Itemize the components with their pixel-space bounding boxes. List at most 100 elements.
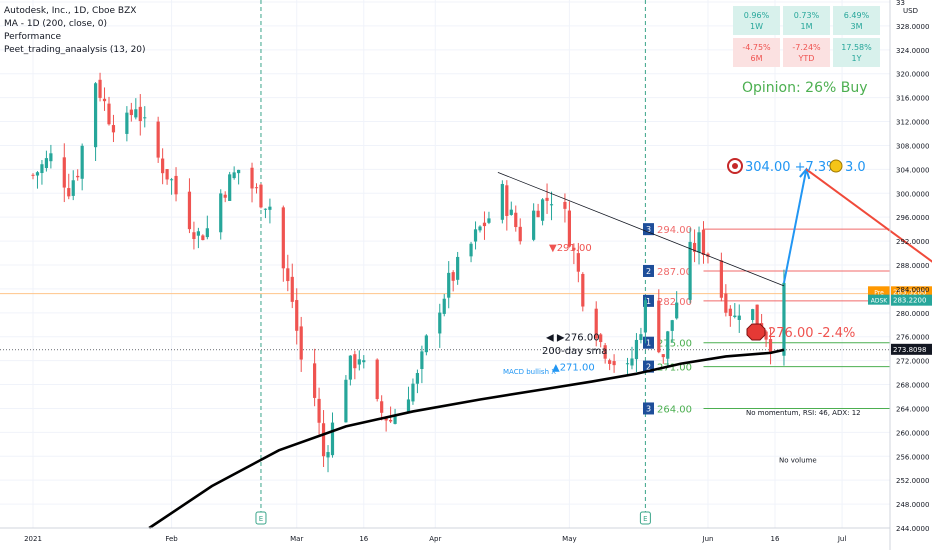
momentum-annotation: No momentum, RSI: 46, ADX: 12 (746, 409, 861, 417)
candle-body (442, 298, 446, 314)
candle-body (755, 304, 759, 324)
level-badge (643, 336, 654, 349)
candle-body (375, 359, 379, 400)
performance-period: 3M (850, 22, 863, 31)
candle-body (751, 309, 755, 321)
y-tick-label: 248.0000 (896, 501, 929, 509)
candle-body (666, 331, 670, 359)
candle-body (134, 109, 138, 118)
performance-period: 1M (800, 22, 813, 31)
level-badge-number: 3 (646, 225, 651, 234)
candle-body (719, 260, 723, 298)
performance-legend[interactable]: Performance (4, 32, 62, 42)
candle-body (201, 235, 205, 241)
candle-body (701, 229, 706, 255)
performance-period: 6M (750, 54, 763, 63)
symbol-legend[interactable]: Autodesk, Inc., 1D, Cboe BZX (4, 6, 137, 16)
candle-body (514, 212, 518, 228)
x-tick-label: 2021 (24, 535, 42, 543)
y-tick-label: 284.0000 (896, 286, 929, 294)
stop-icon (746, 323, 766, 341)
candle-body (415, 373, 420, 384)
candle-body (259, 184, 263, 208)
y-tick-label: 308.0000 (896, 142, 929, 150)
candle-body (268, 206, 272, 210)
price-tag-prefix: ADSK (871, 298, 889, 305)
candle-body (281, 207, 285, 269)
candle-body (62, 157, 66, 188)
x-tick-label: 16 (359, 535, 368, 543)
vertical-marker-layer: EEE (255, 0, 651, 525)
candle-body (107, 103, 111, 125)
price-tag-value: 283.2200 (893, 297, 926, 305)
candle-body (44, 158, 49, 169)
projection-down-arrow (805, 168, 932, 263)
candle-body (643, 300, 647, 333)
candle-body (228, 174, 232, 201)
candle-body (357, 359, 361, 365)
candle-body (138, 106, 142, 122)
candle-body (321, 423, 326, 457)
candle-body (196, 231, 200, 236)
candle-body (317, 398, 321, 423)
y-tick-label: 280.0000 (896, 310, 929, 318)
candle-body (505, 185, 509, 216)
level-badge-number: 1 (646, 297, 651, 306)
y-tick-label: 244.0000 (896, 525, 929, 533)
candle-body (420, 351, 424, 369)
candle-body (692, 242, 697, 252)
candle-body (389, 419, 393, 422)
price-tag-bg (891, 294, 932, 306)
y-tick-label: 296.0000 (896, 214, 929, 222)
y-tick-label: 264.0000 (896, 405, 929, 413)
candle-body (111, 125, 116, 133)
price-tag-bg (891, 343, 932, 355)
level-label: 282.00 (657, 297, 692, 308)
candle-body (76, 175, 80, 178)
level-label: 294.00 (657, 225, 692, 236)
target-up-annotation: 304.00 +7.3% (745, 160, 839, 175)
candle-body (608, 360, 612, 364)
earnings-badge-label: E (259, 515, 263, 523)
candle-body (161, 158, 165, 174)
resistance-annotation: ▼291.00 (549, 243, 592, 254)
y-tick-label: 328.0000 (896, 23, 929, 31)
opinion-annotation: Opinion: 26% Buy (742, 80, 868, 96)
level-badge (643, 264, 654, 277)
line-layer (148, 167, 932, 530)
candle-body (603, 345, 607, 359)
performance-period: 1W (750, 22, 763, 31)
candle-body (49, 153, 53, 162)
sma-annotation: 200-day sma (542, 346, 607, 357)
x-tick-label: Jul (837, 535, 847, 543)
candle-body (630, 358, 634, 366)
candle-body (688, 241, 692, 300)
candle-body (567, 210, 571, 247)
candle-body (473, 229, 478, 242)
candle-body (237, 169, 241, 174)
candle-body (384, 417, 388, 421)
candle-body (438, 312, 442, 334)
performance-cell-6m: -4.75% 6M (733, 38, 780, 67)
peet-indicator-legend[interactable]: Peet_trading_anaalysis (13, 20) (4, 45, 146, 55)
x-tick-label: Feb (165, 535, 178, 543)
candle-body (380, 401, 384, 413)
ma-legend[interactable]: MA - 1D (200, close, 0) (4, 19, 107, 29)
candle-body (165, 169, 169, 180)
candle-body (156, 121, 160, 158)
x-tick-label: 16 (771, 535, 780, 543)
candle-body (353, 354, 357, 369)
candle-body (93, 83, 98, 148)
price-tag-value: 273.8098 (893, 346, 926, 354)
candle-body (174, 175, 178, 195)
candle-body (393, 414, 397, 424)
earnings-badge (255, 511, 267, 525)
level-badge (643, 294, 654, 307)
y-tick-label: 320.0000 (896, 71, 929, 79)
performance-value: 6.49% (843, 11, 870, 20)
candle-body (532, 210, 536, 240)
candle-body (223, 194, 227, 198)
candle-body (187, 191, 192, 230)
